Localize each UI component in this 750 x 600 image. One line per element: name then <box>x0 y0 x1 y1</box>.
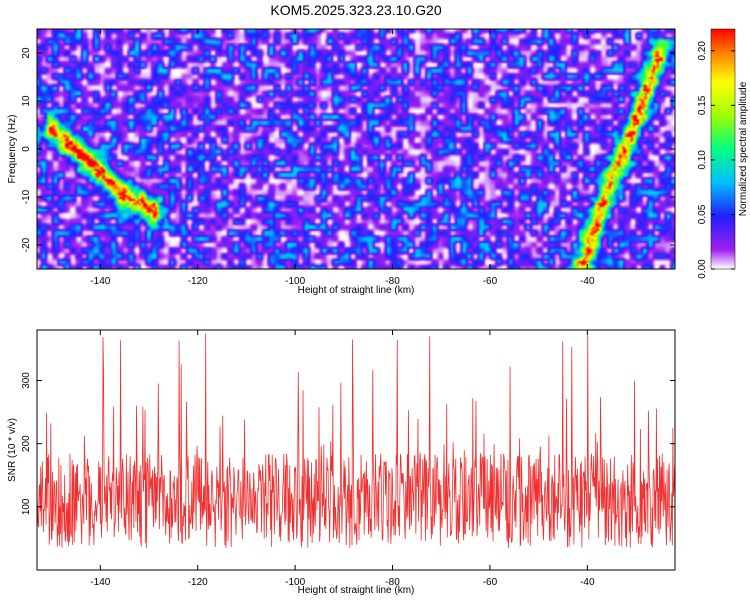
spectrogram-x-tick-label: -100 <box>285 276 305 287</box>
snr-y-tick-label: 300 <box>21 372 32 389</box>
spectrogram-heatmap <box>37 29 675 269</box>
snr-x-tick-label: -140 <box>90 577 110 588</box>
spectrogram-y-ticks: -20 -10 0 10 20 <box>21 47 675 252</box>
snr-frame <box>36 329 676 571</box>
snr-x-tick-label: -100 <box>285 577 305 588</box>
spectrogram-y-tick-label: -20 <box>21 237 32 252</box>
spectrogram-x-tick-label: -140 <box>90 276 110 287</box>
colorbar-tick-label: 0.00 <box>697 259 708 279</box>
spectrogram-y-tick-label: -10 <box>21 189 32 204</box>
snr-x-ticks: -140 -120 -100 -80 -60 -40 <box>90 330 595 588</box>
colorbar-tick-label: 0.15 <box>697 95 708 115</box>
snr-y-label: SNR (10 * v/v) <box>7 418 18 482</box>
spectrogram-x-tick-label: -40 <box>580 276 595 287</box>
snr-x-tick-label: -40 <box>580 577 595 588</box>
colorbar-label: Normalized spectral amplitude <box>738 81 749 216</box>
spectrogram-x-tick-label: -80 <box>385 276 400 287</box>
chart-title: KOM5.2025.323.23.10.G20 <box>270 2 441 18</box>
spectrogram-y-label: Frequency (Hz) <box>7 115 18 184</box>
spectrogram-x-ticks: -140 -120 -100 -80 -60 -40 <box>90 29 595 287</box>
colorbar-gradient <box>710 28 736 270</box>
colorbar: 0.00 0.05 0.10 0.15 0.20 Normalized spectral… <box>697 28 749 279</box>
spectrogram-y-tick-label: 10 <box>21 95 32 107</box>
spectrogram-y-tick-label: 20 <box>21 47 32 59</box>
colorbar-tick-label: 0.10 <box>697 150 708 170</box>
snr-y-tick-label: 200 <box>21 435 32 452</box>
colorbar-ticks: 0.00 0.05 0.10 0.15 0.20 <box>697 41 735 279</box>
snr-x-tick-label: -80 <box>385 577 400 588</box>
snr-y-tick-label: 100 <box>21 498 32 515</box>
spectrogram-x-label: Height of straight line (km) <box>298 285 415 296</box>
spectrogram-x-tick-label: -120 <box>188 276 208 287</box>
snr-y-ticks: 100 200 300 <box>21 372 675 515</box>
spectrogram-x-tick-label: -60 <box>483 276 498 287</box>
colorbar-tick-label: 0.05 <box>697 204 708 224</box>
snr-x-label: Height of straight line (km) <box>298 585 415 596</box>
spectrogram-y-tick-label: 0 <box>21 146 32 152</box>
snr-x-tick-label: -60 <box>483 577 498 588</box>
snr-series-line <box>37 333 675 548</box>
snr-x-tick-label: -120 <box>188 577 208 588</box>
snr-panel: -140 -120 -100 -80 -60 -40 100 200 300 Height o… <box>7 329 676 596</box>
colorbar-tick-label: 0.20 <box>697 41 708 61</box>
